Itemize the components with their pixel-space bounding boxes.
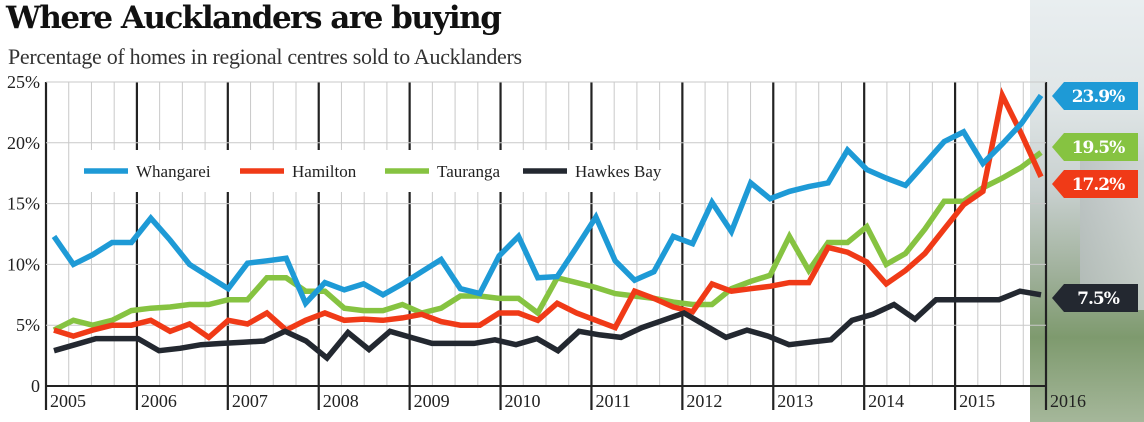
end-label-tag (1052, 82, 1138, 110)
series-line-whangarei (51, 93, 1044, 309)
y-tick-label: 0 (31, 376, 40, 396)
series-line-hamilton (53, 86, 1044, 341)
chart-title: Where Aucklanders are buying (6, 0, 502, 36)
x-tick-label: 2010 (505, 391, 541, 411)
x-tick-label: 2007 (232, 391, 268, 411)
x-tick-label: 2014 (868, 391, 904, 411)
x-tick-label: 2005 (50, 391, 86, 411)
x-tick-label: 2012 (686, 391, 722, 411)
series-line-hawkes-bay (53, 288, 1042, 362)
x-tick-label: 2015 (959, 391, 995, 411)
legend-box (70, 150, 670, 192)
end-label-tag (1052, 284, 1138, 312)
end-label-text: 17.2% (1072, 175, 1125, 195)
end-label-tag (1052, 170, 1138, 198)
x-tick-label: 2013 (777, 391, 813, 411)
axes: 0 5% 10% 15% 20% 25% 2005 2006 2007 2008 2009 2010 2… (7, 72, 1086, 411)
y-tick-label: 20% (7, 133, 40, 153)
end-label-text: 23.9% (1072, 87, 1125, 107)
end-label-text: 19.5% (1072, 138, 1125, 158)
x-tick-label: 2006 (141, 391, 177, 411)
series-lines (51, 86, 1044, 362)
legend: Whangarei Hamilton Tauranga Hawkes Bay (70, 150, 670, 192)
grid (44, 81, 1048, 410)
end-label-tag (1052, 133, 1138, 161)
legend-label: Tauranga (437, 162, 500, 181)
x-tick-label: 2011 (595, 391, 630, 411)
legend-label: Whangarei (136, 162, 211, 181)
y-tick-label: 15% (7, 194, 40, 214)
legend-label: Hamilton (292, 162, 357, 181)
x-tick-label: 2009 (414, 391, 450, 411)
y-tick-label: 5% (16, 315, 40, 335)
y-tick-label: 25% (7, 72, 40, 92)
end-label-text: 7.5% (1077, 289, 1120, 309)
end-labels: 23.9% 19.5% 17.2% 7.5% (1052, 82, 1138, 312)
legend-label: Hawkes Bay (575, 162, 662, 181)
series-line-tauranga (52, 150, 1043, 333)
x-tick-label: 2008 (323, 391, 359, 411)
x-tick-label: 2016 (1050, 391, 1086, 411)
y-tick-label: 10% (7, 254, 40, 274)
chart-subtitle: Percentage of homes in regional centres … (8, 44, 522, 69)
